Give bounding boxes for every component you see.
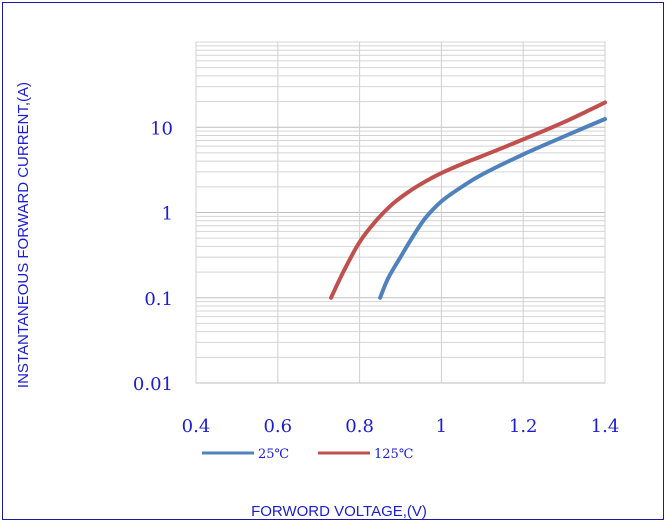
- y-tick-label: 10: [150, 118, 173, 139]
- x-tick-label: 0.4: [182, 416, 211, 437]
- series-group: [329, 100, 607, 300]
- series-line-1: [378, 117, 607, 300]
- chart-frame: [2, 2, 664, 520]
- y-tick-label: 0.01: [133, 374, 173, 395]
- legend: 25℃ 125℃: [202, 447, 413, 462]
- x-tick-label: 1: [436, 416, 447, 437]
- legend-label: 125℃: [374, 447, 413, 462]
- legend-label: 25℃: [258, 447, 289, 462]
- y-tick-label: 1: [162, 204, 173, 225]
- x-tick-label: 1.2: [509, 416, 538, 437]
- x-tick-label: 0.6: [263, 416, 292, 437]
- x-tick-label: 1.4: [591, 416, 620, 437]
- grid: [195, 41, 606, 384]
- tick-labels: 0.4 0.6 0.8 1 1.2 1.4 0.01 0.1 1 10: [133, 118, 619, 437]
- x-axis-title: FORWORD VOLTAGE,(V): [251, 503, 427, 520]
- y-tick-label: 0.1: [144, 289, 173, 310]
- x-tick-label: 0.8: [345, 416, 374, 437]
- series-line-2: [329, 100, 607, 300]
- y-axis-title: INSTANTANEOUS FORWARD CURRENT,(A): [15, 82, 32, 388]
